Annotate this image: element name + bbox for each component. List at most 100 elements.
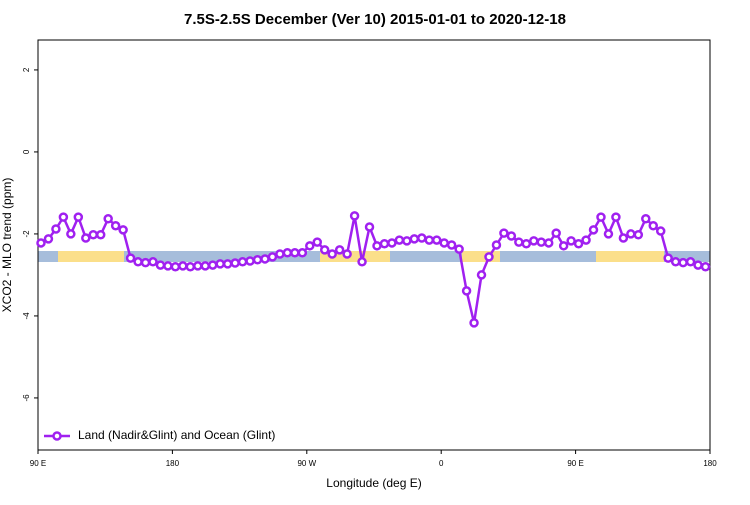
data-point <box>88 230 99 240</box>
data-point <box>469 318 479 328</box>
data-point <box>36 238 46 248</box>
data-point <box>379 239 390 249</box>
data-point <box>364 222 375 232</box>
data-point <box>536 237 547 247</box>
data-point <box>260 254 270 264</box>
data-point <box>81 233 91 243</box>
data-point <box>476 270 487 280</box>
data-point <box>319 245 330 255</box>
data-point <box>200 261 211 271</box>
data-point <box>66 229 76 239</box>
data-point <box>155 260 166 270</box>
y-tick-label: -2 <box>22 230 31 238</box>
land-band <box>596 251 664 262</box>
data-point <box>178 261 188 271</box>
data-point <box>461 286 472 296</box>
data-point <box>215 259 225 269</box>
data-point <box>275 249 285 259</box>
data-point <box>566 236 576 246</box>
data-point <box>446 240 457 250</box>
data-point <box>588 225 599 235</box>
y-tick-label: -4 <box>22 312 31 320</box>
data-point <box>439 238 449 248</box>
data-point <box>611 212 621 222</box>
x-tick-label: 90 E <box>567 459 583 468</box>
data-point <box>573 239 584 249</box>
data-point <box>58 212 69 222</box>
data-point <box>349 211 360 221</box>
data-point <box>506 231 517 241</box>
data-point <box>163 261 173 271</box>
data-point <box>387 238 397 248</box>
data-point <box>543 238 554 248</box>
data-point <box>357 257 367 267</box>
x-tick-label: 0 <box>439 459 444 468</box>
x-tick-label: 90 E <box>30 459 46 468</box>
data-point <box>110 220 121 231</box>
data-point <box>626 229 636 239</box>
data-point <box>125 253 136 263</box>
data-point <box>484 252 494 262</box>
data-point <box>581 235 591 245</box>
data-point <box>51 224 61 234</box>
data-point <box>290 248 300 258</box>
data-point <box>641 214 651 224</box>
legend-label: Land (Nadir&Glint) and Ocean (Glint) <box>78 428 275 442</box>
data-point <box>305 241 315 251</box>
x-tick-label: 180 <box>703 459 717 468</box>
data-point <box>170 261 181 272</box>
x-tick-label: 180 <box>166 459 180 468</box>
data-point <box>312 237 323 247</box>
data-point <box>193 261 203 271</box>
data-point <box>596 212 606 222</box>
data-point <box>133 257 143 267</box>
data-point <box>424 235 435 245</box>
x-tick-label: 90 W <box>297 459 316 468</box>
data-point <box>685 257 696 267</box>
data-point <box>230 258 240 268</box>
legend-swatch-point <box>52 431 62 441</box>
data-point <box>148 257 158 267</box>
data-point <box>342 249 352 259</box>
data-point <box>140 257 151 268</box>
data-point <box>551 228 561 238</box>
data-point <box>521 239 532 249</box>
data-point <box>655 226 666 236</box>
y-axis-label: XCO2 - MLO trend (ppm) <box>0 178 14 313</box>
data-point <box>267 252 278 262</box>
data-point <box>678 257 688 268</box>
data-point <box>417 233 427 243</box>
data-point <box>118 225 128 235</box>
data-point <box>297 248 308 258</box>
data-point <box>252 255 263 265</box>
data-point <box>648 220 659 231</box>
data-point <box>103 214 113 224</box>
data-point <box>402 236 412 246</box>
data-point <box>95 230 106 240</box>
land-ocean-strip <box>38 251 710 262</box>
data-point <box>222 259 233 269</box>
data-point <box>282 248 293 258</box>
land-band <box>462 251 500 262</box>
data-point <box>499 228 509 238</box>
data-point <box>207 260 218 270</box>
y-tick-label: 2 <box>22 67 31 72</box>
data-point <box>73 212 84 222</box>
x-axis-label: Longitude (deg E) <box>326 476 421 490</box>
data-point <box>491 240 502 250</box>
data-point <box>43 234 54 244</box>
data-point <box>454 244 464 254</box>
data-point <box>185 261 196 272</box>
land-band <box>320 251 390 262</box>
data-point <box>558 241 569 251</box>
data-point <box>618 233 629 243</box>
data-point <box>603 229 614 239</box>
data-point <box>700 261 711 272</box>
data-point <box>372 241 382 251</box>
data-point <box>409 234 420 244</box>
y-tick-label: -6 <box>22 394 31 402</box>
chart-title: 7.5S-2.5S December (Ver 10) 2015-01-01 t… <box>184 11 566 28</box>
land-band <box>58 251 124 262</box>
